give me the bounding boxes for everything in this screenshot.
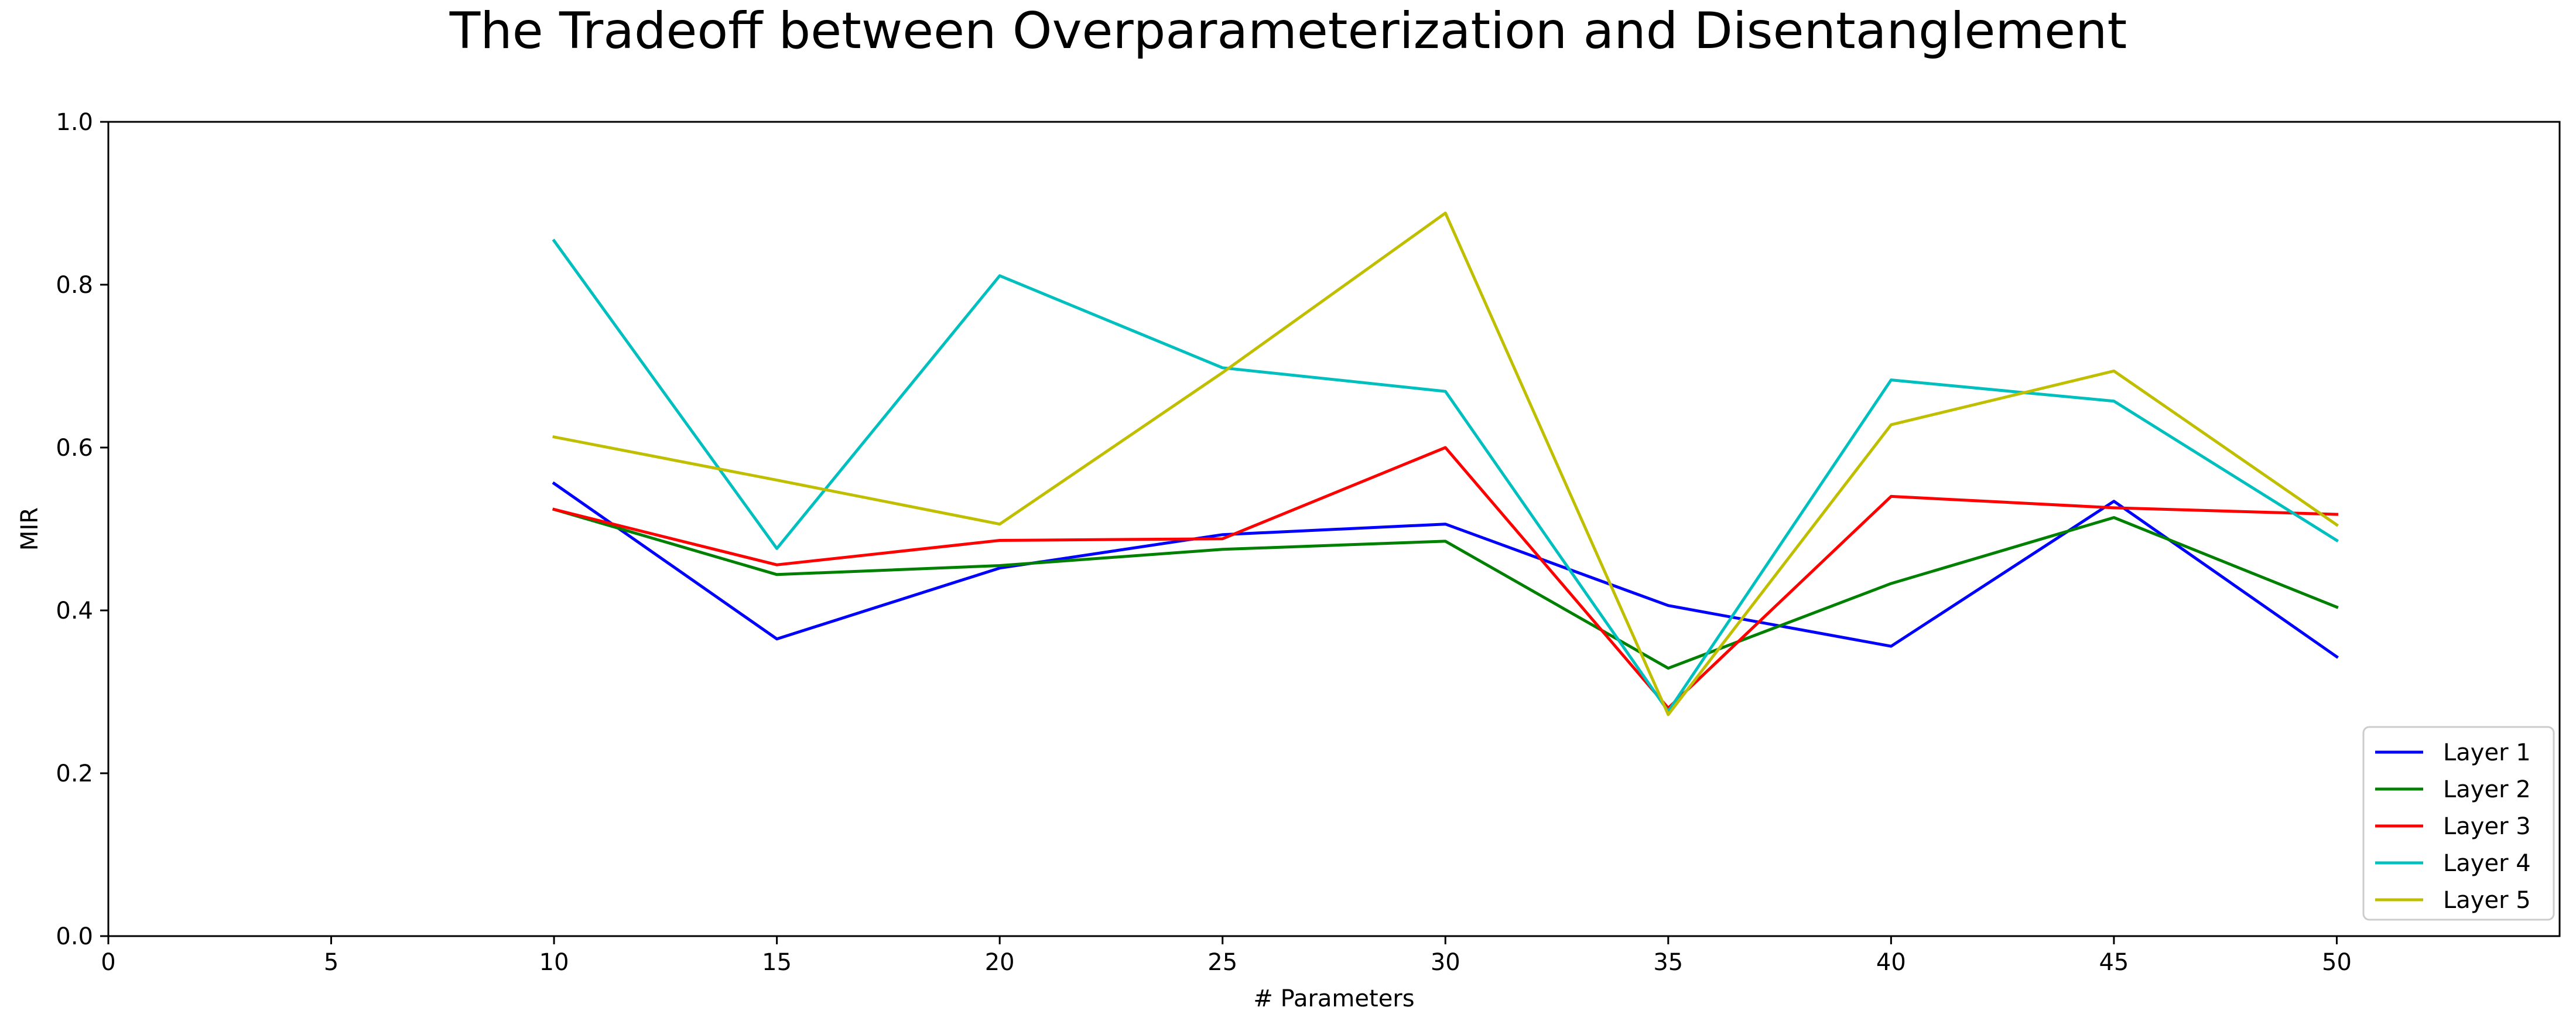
x-tick-label: 40 xyxy=(1876,949,1906,976)
y-tick-label: 0.6 xyxy=(56,435,93,462)
legend-label: Layer 5 xyxy=(2443,887,2531,914)
y-tick-label: 0.4 xyxy=(56,598,93,624)
series-line-layer-1 xyxy=(552,481,2339,659)
x-tick-label: 50 xyxy=(2322,949,2352,976)
series-line-layer-4 xyxy=(552,238,2339,713)
series-line-layer-5 xyxy=(552,211,2339,716)
plot-lines xyxy=(552,211,2339,716)
y-tick-label: 0.0 xyxy=(56,923,93,950)
legend: Layer 1 Layer 2 Layer 3 Layer 4 Layer 5 xyxy=(2362,726,2555,921)
x-tick-label: 10 xyxy=(539,949,569,976)
y-tick-label: 0.2 xyxy=(56,760,93,787)
y-tick-label: 1.0 xyxy=(56,109,93,136)
series-line-layer-2 xyxy=(552,507,2339,670)
legend-label: Layer 4 xyxy=(2443,850,2531,877)
x-tick-label: 25 xyxy=(1207,949,1237,976)
x-tick-label: 35 xyxy=(1653,949,1683,976)
chart-title: The Tradeoff between Overparameterizatio… xyxy=(449,2,2127,60)
x-tick-label: 45 xyxy=(2099,949,2129,976)
x-tick-label: 5 xyxy=(324,949,338,976)
x-tick-label: 30 xyxy=(1431,949,1460,976)
series-line-layer-3 xyxy=(552,446,2339,710)
x-axis-label: # Parameters xyxy=(1253,985,1414,1012)
x-tick-label: 20 xyxy=(985,949,1015,976)
plot-frame xyxy=(107,121,2561,937)
y-axis-label: MIR xyxy=(16,507,43,551)
legend-box xyxy=(2362,726,2555,921)
legend-label: Layer 3 xyxy=(2443,813,2531,840)
legend-label: Layer 1 xyxy=(2443,739,2531,766)
x-tick-label: 0 xyxy=(101,949,115,976)
y-tick-label: 0.8 xyxy=(56,272,93,299)
legend-label: Layer 2 xyxy=(2443,776,2531,803)
x-tick-label: 15 xyxy=(762,949,792,976)
y-axis: 0.0 0.2 0.4 0.6 0.8 1.0 xyxy=(56,109,108,950)
x-axis: 0 5 10 15 20 25 30 35 40 45 50 xyxy=(101,936,2352,976)
